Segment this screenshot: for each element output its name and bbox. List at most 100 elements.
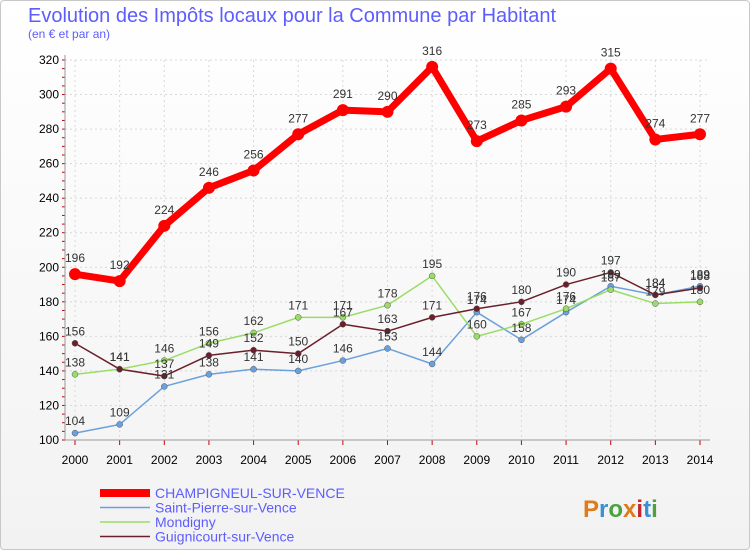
data-label: 171 [288,298,308,312]
data-label: 277 [288,111,308,125]
legend-label: CHAMPIGNEUL-SUR-VENCE [155,485,345,501]
data-point [205,371,213,378]
data-label: 109 [110,405,130,419]
data-label: 141 [244,350,264,364]
y-tick-label: 300 [39,88,59,102]
data-point [649,133,662,146]
data-point [161,357,168,364]
logo-letter: r [599,496,608,523]
data-label: 149 [199,336,219,350]
data-point [518,336,525,344]
data-label: 138 [65,355,85,369]
data-label: 104 [65,414,85,428]
data-label: 146 [333,342,353,356]
x-tick-label: 2005 [285,453,312,467]
data-label: 152 [244,331,264,345]
data-label: 131 [154,367,174,381]
data-point [470,135,483,148]
data-label: 187 [601,271,621,285]
data-label: 291 [333,87,353,101]
data-point [294,350,302,357]
series-group [69,60,706,437]
logo-letter: x [623,496,637,523]
x-tick-label: 2007 [374,453,401,467]
data-label: 195 [422,257,442,271]
data-point [292,128,305,141]
data-label: 156 [65,324,85,338]
data-label: 146 [154,342,174,356]
data-label: 290 [377,89,397,103]
data-label: 153 [377,329,397,343]
data-label: 176 [556,290,576,304]
data-point [384,327,391,335]
data-point [71,429,79,437]
data-label: 189 [601,267,621,281]
y-tick-label: 120 [39,398,59,412]
data-point [205,340,213,347]
grid [65,59,710,441]
data-point [336,104,349,117]
y-tick-label: 320 [39,53,59,67]
data-point [71,340,79,347]
logo-text: Proxiti [583,496,658,523]
data-label: 141 [110,350,130,364]
data-label: 315 [601,46,621,60]
logo-letter: i [636,496,643,523]
x-tick-label: 2001 [106,453,133,467]
legend: CHAMPIGNEUL-SUR-VENCESaint-Pierre-sur-Ve… [100,485,345,545]
data-point [161,372,168,380]
data-point [247,164,260,177]
logo-letter: o [608,496,623,523]
y-tick-label: 180 [39,295,59,309]
data-point [473,305,481,312]
data-point [607,269,614,276]
data-label: 137 [154,357,174,371]
data-point [696,298,704,306]
data-label: 178 [377,286,397,300]
logo-letter: t [643,496,651,523]
data-label: 190 [556,266,576,280]
data-point [384,302,391,309]
data-point [652,300,659,307]
chart-subtitle: (en € et par an) [28,27,110,41]
data-label: 160 [467,317,487,331]
data-label: 197 [601,253,621,267]
data-label: 184 [645,276,665,290]
legend-label: Mondigny [155,514,216,530]
data-point [384,345,391,352]
data-point [339,321,347,328]
x-tick-label: 2010 [508,453,535,467]
data-point [473,333,481,340]
data-label: 176 [467,290,487,304]
x-tick-label: 2004 [240,453,267,467]
data-point [339,357,347,364]
data-point [607,286,614,293]
data-point [250,365,257,373]
data-label: 163 [377,312,397,326]
data-label: 273 [467,118,487,132]
data-label: 196 [65,251,85,265]
x-tick-label: 2013 [642,453,669,467]
y-tick-label: 100 [39,433,59,447]
data-point [294,314,302,321]
x-tick-label: 2008 [419,453,446,467]
data-point [69,268,81,281]
proxiti-logo: Proxiti [583,496,658,523]
data-label: 277 [690,111,710,125]
data-label: 171 [333,298,353,312]
data-point [381,105,394,118]
data-point [339,314,347,321]
data-label: 141 [110,350,130,364]
data-point [652,291,659,299]
data-label: 174 [556,293,576,307]
data-point [562,305,570,312]
data-point [158,219,171,232]
data-point [428,360,436,368]
y-tick-label: 280 [39,122,59,136]
data-point [562,281,570,288]
data-label: 167 [333,305,353,319]
data-point [250,346,257,354]
data-label: 192 [110,258,130,272]
data-label: 316 [422,44,442,58]
